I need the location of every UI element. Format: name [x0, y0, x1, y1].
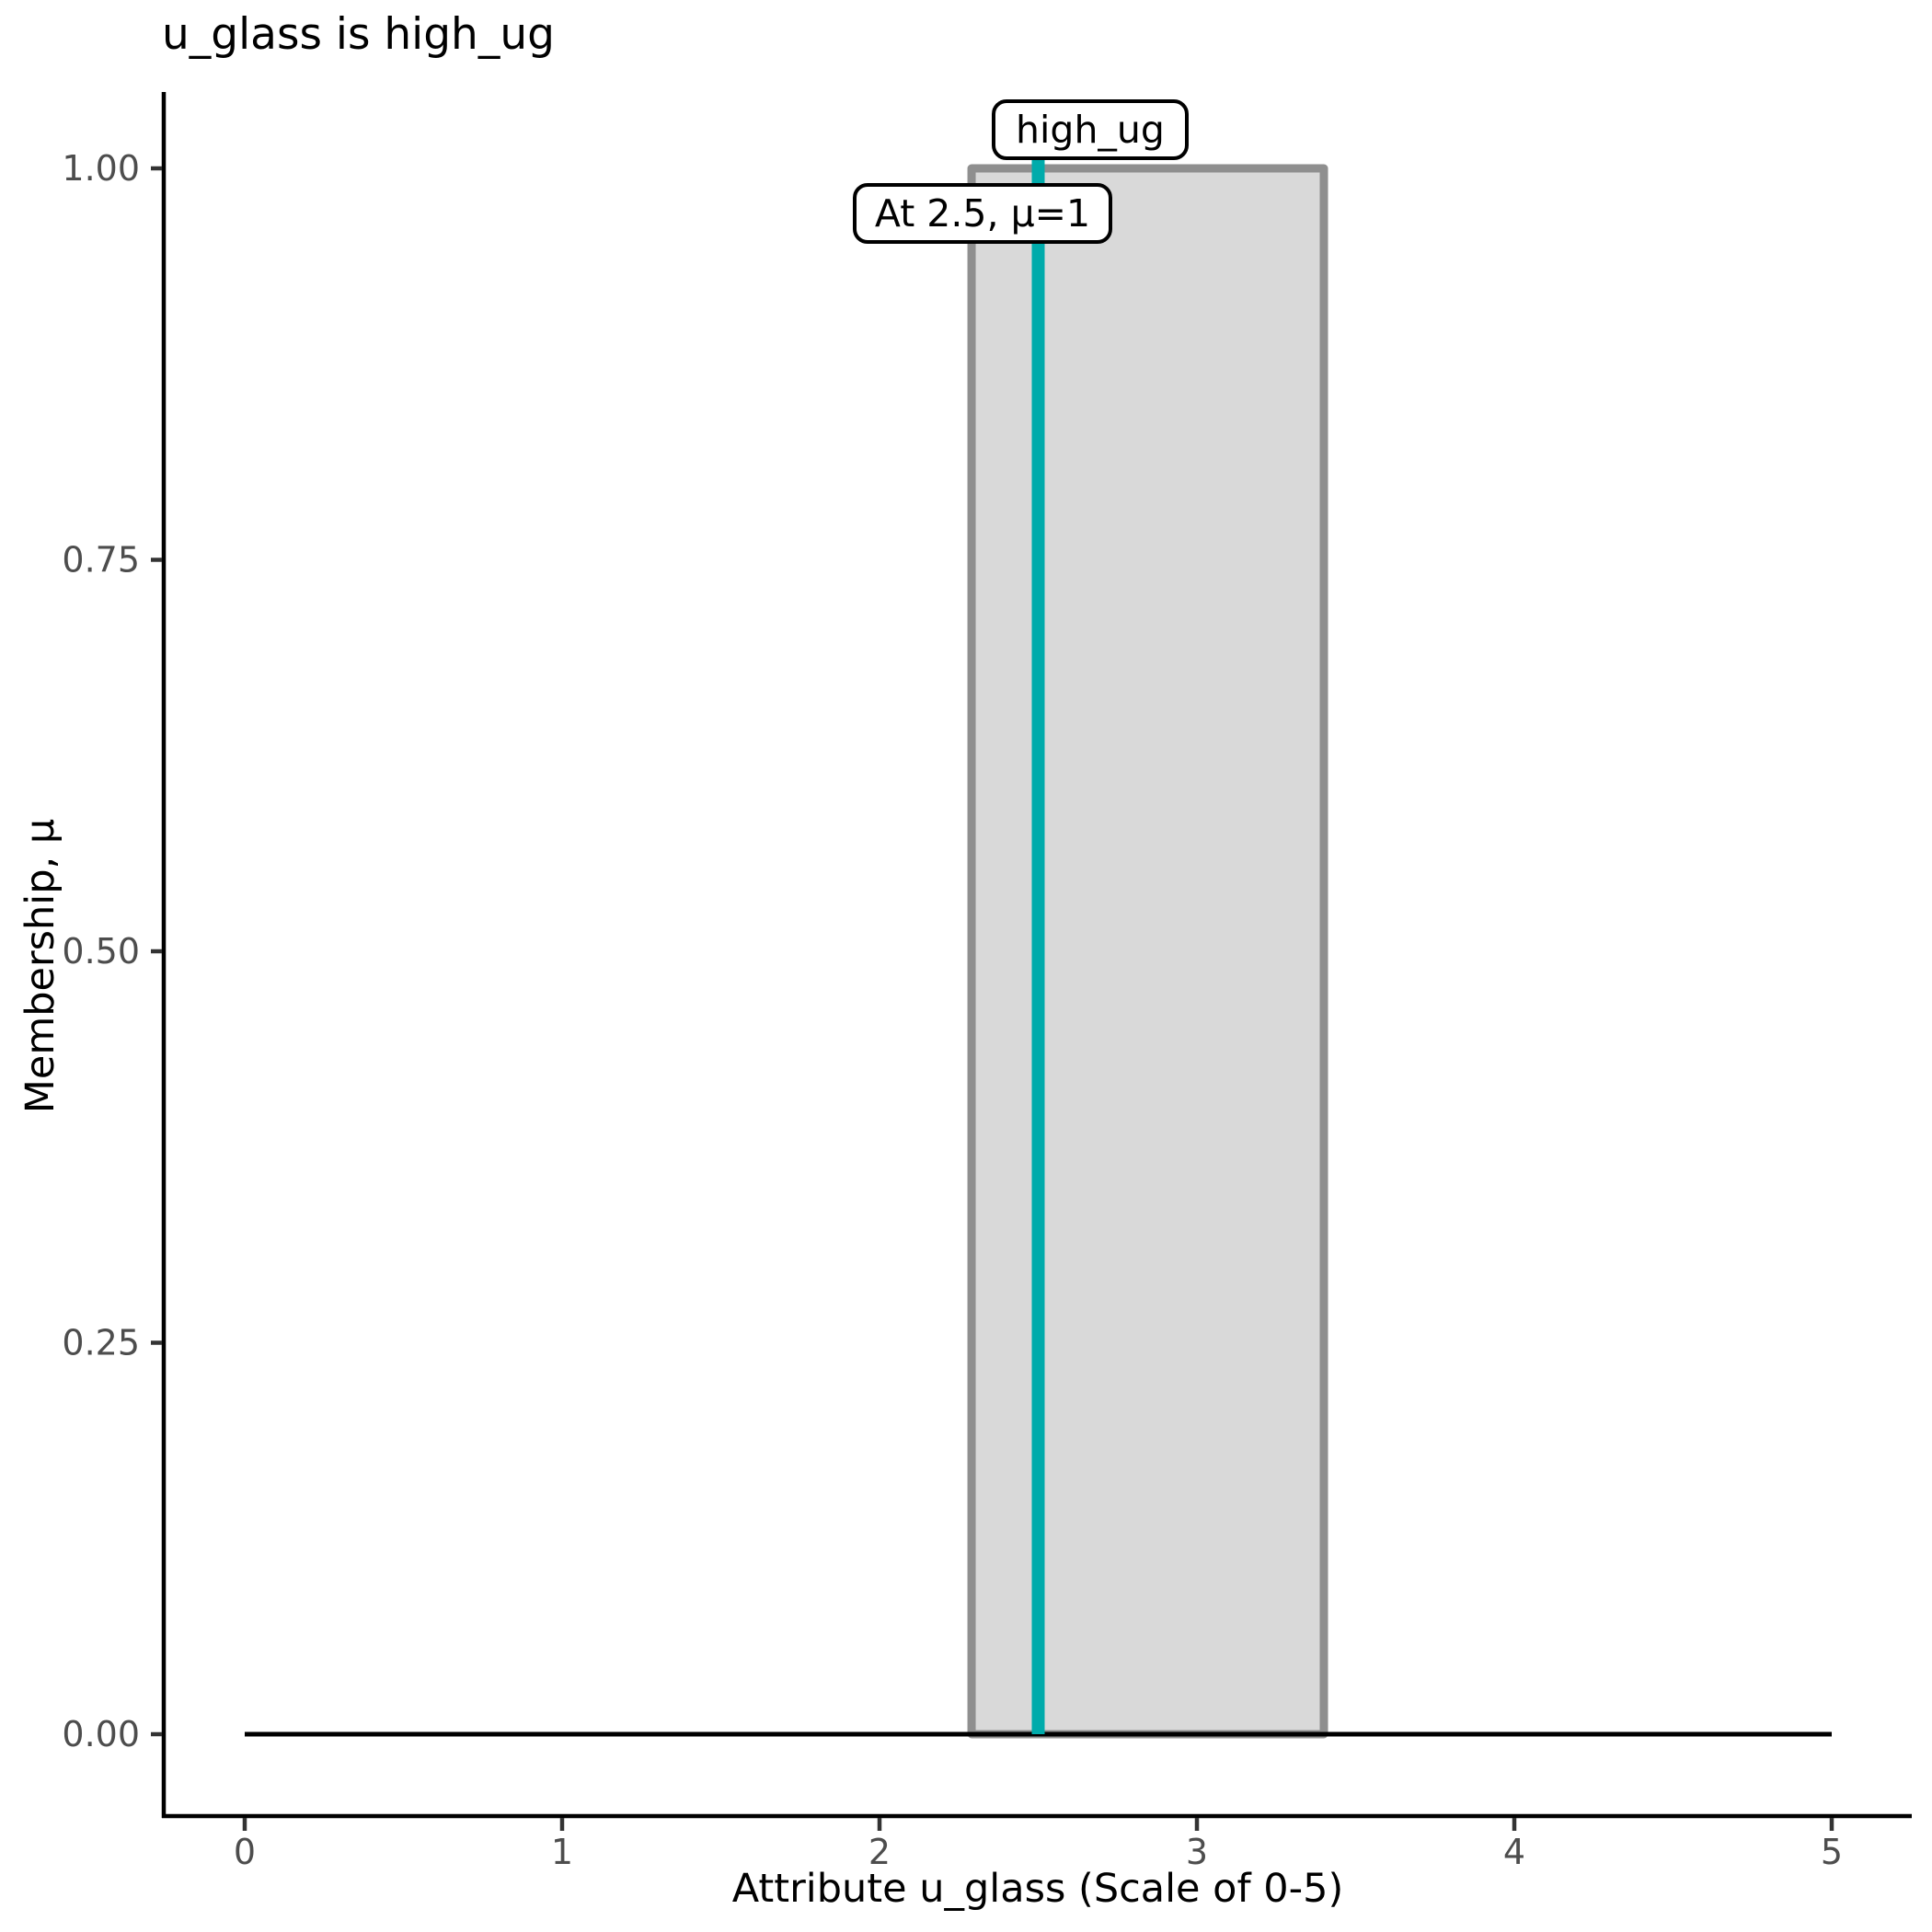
membership-function-rect — [967, 164, 1328, 1739]
evaluation-label: At 2.5, μ=1 — [853, 183, 1112, 244]
y-tick-label: 1.00 — [62, 148, 140, 189]
x-tick-label: 2 — [868, 1832, 891, 1872]
x-tick-label: 0 — [234, 1832, 256, 1872]
x-axis-title: Attribute u_glass (Scale of 0-5) — [731, 1866, 1344, 1912]
y-tick-label: 0.75 — [62, 540, 140, 581]
chart-title: u_glass is high_ug — [162, 9, 555, 60]
x-tick-label: 1 — [551, 1832, 573, 1872]
x-tick-label: 3 — [1186, 1832, 1208, 1872]
x-tick-label: 4 — [1503, 1832, 1525, 1872]
y-tick-label: 0.00 — [62, 1714, 140, 1754]
y-tick-label: 0.50 — [62, 931, 140, 972]
y-axis-title: Membership, μ — [17, 818, 63, 1114]
x-tick-label: 5 — [1821, 1832, 1843, 1872]
set-name-label: high_ug — [992, 99, 1189, 160]
y-tick-label: 0.25 — [62, 1323, 140, 1363]
